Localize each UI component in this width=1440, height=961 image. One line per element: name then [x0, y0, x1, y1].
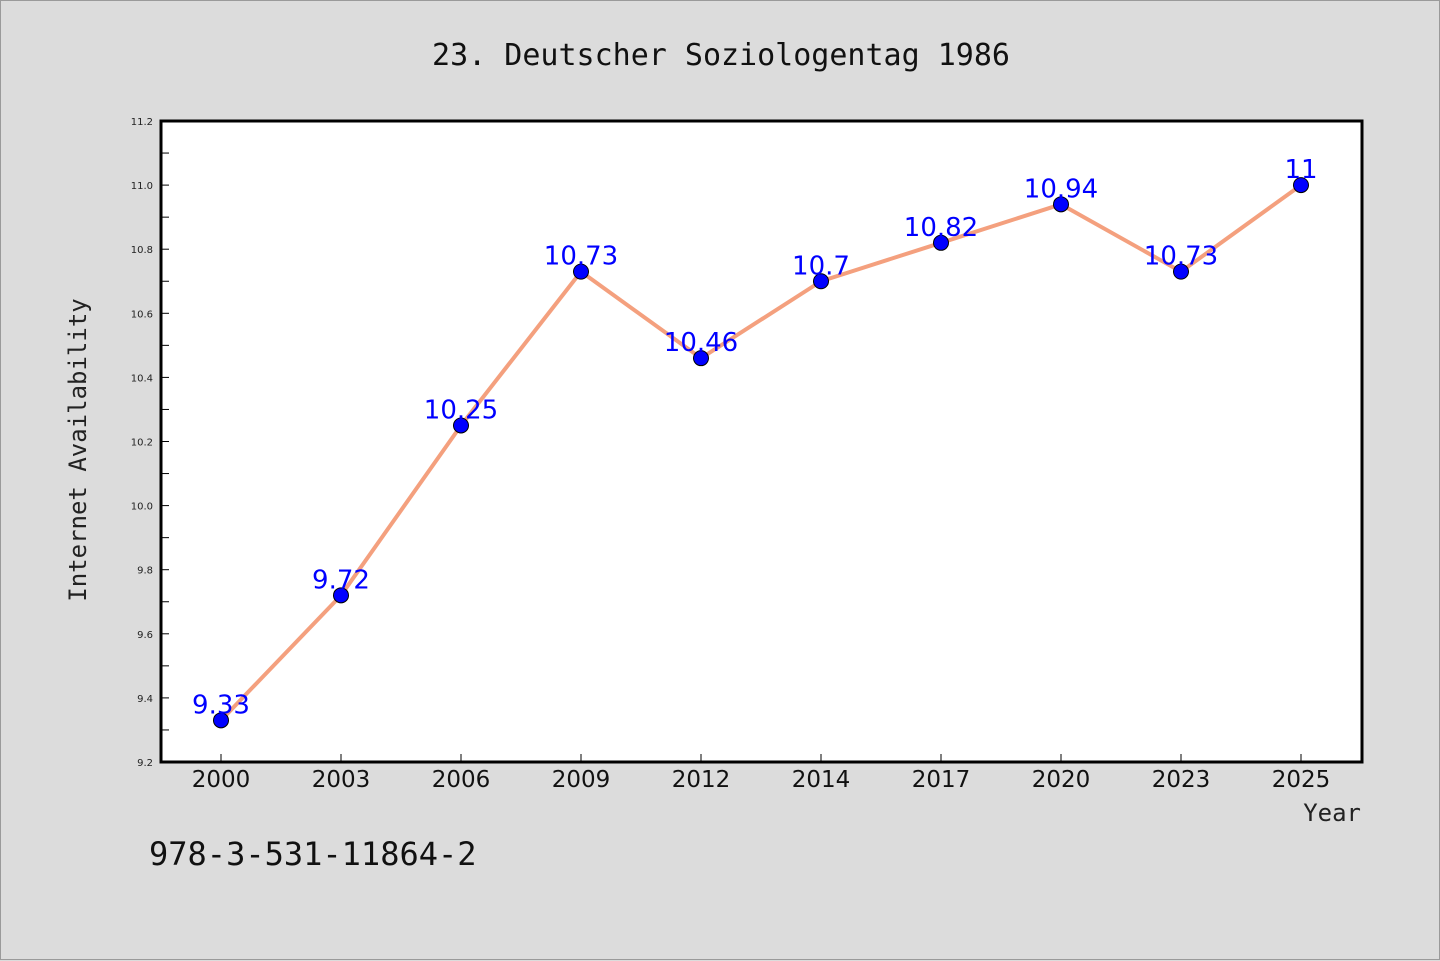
x-tick-label: 2003: [312, 767, 371, 793]
data-point: [933, 234, 949, 251]
y-tick-label: 10.2: [131, 438, 153, 449]
isbn-text: 978-3-531-11864-2: [149, 835, 477, 873]
data-label: 10.7: [792, 251, 850, 281]
x-axis-label: Year: [1303, 799, 1361, 827]
x-tick-label: 2020: [1032, 767, 1091, 793]
data-label: 9.33: [192, 690, 250, 720]
x-tick-label: 2023: [1152, 767, 1211, 793]
y-tick-label: 11.2: [131, 117, 153, 128]
data-label: 10.73: [544, 242, 618, 272]
x-axis: 2000 2003 2006 2009 2012 2014 2017 2020 2023 2025: [192, 754, 1331, 793]
y-tick-label: 10.6: [131, 309, 153, 320]
x-tick-label: 2009: [552, 767, 611, 793]
data-markers: [213, 177, 1309, 729]
data-point: [813, 273, 829, 290]
y-tick-label: 10.4: [131, 373, 153, 384]
data-label: 10.25: [424, 395, 498, 425]
chart-title: 23. Deutscher Soziologentag 1986: [432, 38, 1010, 73]
data-label: 10.82: [904, 213, 978, 243]
y-axis-label: Internet Availability: [64, 298, 92, 601]
data-label: 9.72: [312, 565, 370, 595]
data-point: [333, 587, 349, 604]
x-tick-label: 2014: [792, 767, 851, 793]
plot-area: [159, 119, 1364, 764]
data-labels: 9.33 9.72 10.25 10.73 10.46 10.7 10.82 10.94 10.…: [192, 155, 1317, 720]
y-tick-label: 10.8: [131, 245, 153, 256]
data-point: [453, 417, 469, 434]
y-tick-label: 11.0: [131, 181, 153, 192]
data-label: 10.73: [1144, 242, 1218, 272]
data-point: [213, 712, 229, 729]
data-label: 11: [1284, 155, 1317, 185]
x-tick-label: 2017: [912, 767, 971, 793]
x-tick-label: 2025: [1272, 767, 1331, 793]
data-point: [573, 263, 589, 280]
x-tick-label: 2000: [192, 767, 251, 793]
data-point: [1293, 177, 1309, 194]
y-tick-label: 9.6: [137, 630, 153, 641]
y-tick-label: 9.8: [137, 566, 153, 577]
data-label: 10.46: [664, 328, 738, 358]
series-line: [219, 183, 1303, 722]
data-point: [1053, 196, 1069, 213]
x-tick-label: 2012: [672, 767, 731, 793]
x-tick-label: 2006: [432, 767, 491, 793]
data-point: [1173, 263, 1189, 280]
y-tick-label: 9.2: [137, 758, 153, 769]
data-label: 10.94: [1024, 174, 1098, 204]
y-tick-label: 10.0: [131, 502, 153, 513]
data-point: [693, 350, 709, 367]
y-axis: 9.2 9.4 9.6 9.8 10.0 10.2 10.4 10.6 10.8 11.0 11.2: [131, 117, 169, 769]
y-tick-label: 9.4: [137, 694, 153, 705]
